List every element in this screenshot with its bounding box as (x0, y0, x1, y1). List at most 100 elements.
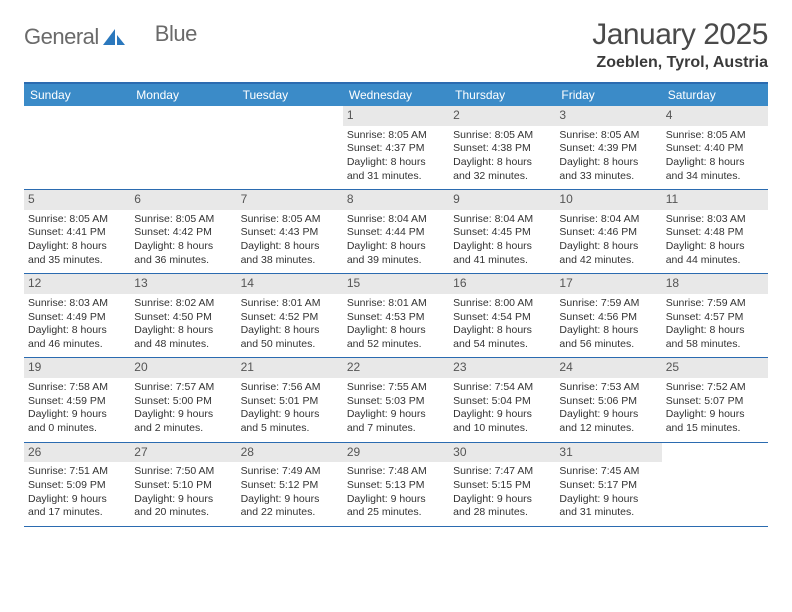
day-number: 2 (449, 106, 555, 126)
dl1-text: Daylight: 9 hours (559, 408, 657, 422)
day-cell: 14Sunrise: 8:01 AMSunset: 4:52 PMDayligh… (237, 274, 343, 357)
day-cell: 17Sunrise: 7:59 AMSunset: 4:56 PMDayligh… (555, 274, 661, 357)
day-number: 21 (237, 358, 343, 378)
day-number: 5 (24, 190, 130, 210)
sunset-text: Sunset: 4:43 PM (241, 226, 339, 240)
day-cell: 31Sunrise: 7:45 AMSunset: 5:17 PMDayligh… (555, 443, 661, 526)
sunset-text: Sunset: 5:13 PM (347, 479, 445, 493)
dl1-text: Daylight: 8 hours (559, 324, 657, 338)
day-number: 31 (555, 443, 661, 463)
day-number: 22 (343, 358, 449, 378)
day-cell: 24Sunrise: 7:53 AMSunset: 5:06 PMDayligh… (555, 358, 661, 441)
dayhead-tuesday: Tuesday (237, 84, 343, 106)
logo-text-blue: Blue (155, 21, 197, 47)
day-number: 17 (555, 274, 661, 294)
day-number: 11 (662, 190, 768, 210)
dl1-text: Daylight: 8 hours (347, 156, 445, 170)
dl2-text: and 54 minutes. (453, 338, 551, 352)
day-cell: 18Sunrise: 7:59 AMSunset: 4:57 PMDayligh… (662, 274, 768, 357)
day-number: 6 (130, 190, 236, 210)
day-cell: 2Sunrise: 8:05 AMSunset: 4:38 PMDaylight… (449, 106, 555, 189)
logo-sail-icon (101, 27, 127, 47)
dl1-text: Daylight: 9 hours (347, 408, 445, 422)
sunrise-text: Sunrise: 7:53 AM (559, 381, 657, 395)
dl1-text: Daylight: 8 hours (134, 240, 232, 254)
dl1-text: Daylight: 8 hours (241, 240, 339, 254)
dl1-text: Daylight: 9 hours (134, 408, 232, 422)
dl1-text: Daylight: 8 hours (666, 156, 764, 170)
sunset-text: Sunset: 5:09 PM (28, 479, 126, 493)
day-number: 4 (662, 106, 768, 126)
day-cell: 26Sunrise: 7:51 AMSunset: 5:09 PMDayligh… (24, 443, 130, 526)
logo-text-general: General (24, 24, 99, 50)
sunset-text: Sunset: 5:17 PM (559, 479, 657, 493)
day-number: 7 (237, 190, 343, 210)
day-cell: 11Sunrise: 8:03 AMSunset: 4:48 PMDayligh… (662, 190, 768, 273)
dl1-text: Daylight: 8 hours (559, 240, 657, 254)
day-number: 16 (449, 274, 555, 294)
dl1-text: Daylight: 9 hours (347, 493, 445, 507)
dl1-text: Daylight: 9 hours (241, 493, 339, 507)
sunset-text: Sunset: 4:37 PM (347, 142, 445, 156)
day-cell: 19Sunrise: 7:58 AMSunset: 4:59 PMDayligh… (24, 358, 130, 441)
sunrise-text: Sunrise: 7:48 AM (347, 465, 445, 479)
title-block: January 2025 Zoeblen, Tyrol, Austria (592, 18, 768, 72)
day-cell: 21Sunrise: 7:56 AMSunset: 5:01 PMDayligh… (237, 358, 343, 441)
sunset-text: Sunset: 4:38 PM (453, 142, 551, 156)
calendar-grid: Sunday Monday Tuesday Wednesday Thursday… (24, 82, 768, 527)
sunset-text: Sunset: 5:00 PM (134, 395, 232, 409)
sunset-text: Sunset: 5:07 PM (666, 395, 764, 409)
dl2-text: and 22 minutes. (241, 506, 339, 520)
day-cell: 12Sunrise: 8:03 AMSunset: 4:49 PMDayligh… (24, 274, 130, 357)
day-cell: 20Sunrise: 7:57 AMSunset: 5:00 PMDayligh… (130, 358, 236, 441)
day-number: 27 (130, 443, 236, 463)
dayhead-sunday: Sunday (24, 84, 130, 106)
dayhead-saturday: Saturday (662, 84, 768, 106)
sunset-text: Sunset: 4:54 PM (453, 311, 551, 325)
sunset-text: Sunset: 5:04 PM (453, 395, 551, 409)
dl1-text: Daylight: 9 hours (28, 408, 126, 422)
sunrise-text: Sunrise: 8:02 AM (134, 297, 232, 311)
day-number: 29 (343, 443, 449, 463)
sunrise-text: Sunrise: 8:04 AM (453, 213, 551, 227)
day-number: 30 (449, 443, 555, 463)
dl1-text: Daylight: 8 hours (453, 156, 551, 170)
location-label: Zoeblen, Tyrol, Austria (592, 54, 768, 72)
day-number: 25 (662, 358, 768, 378)
dl1-text: Daylight: 8 hours (666, 324, 764, 338)
sunset-text: Sunset: 5:03 PM (347, 395, 445, 409)
dl2-text: and 31 minutes. (347, 170, 445, 184)
dl2-text: and 38 minutes. (241, 254, 339, 268)
dl1-text: Daylight: 9 hours (241, 408, 339, 422)
dl2-text: and 35 minutes. (28, 254, 126, 268)
dl2-text: and 17 minutes. (28, 506, 126, 520)
sunrise-text: Sunrise: 8:05 AM (134, 213, 232, 227)
day-cell: 27Sunrise: 7:50 AMSunset: 5:10 PMDayligh… (130, 443, 236, 526)
week-row: 26Sunrise: 7:51 AMSunset: 5:09 PMDayligh… (24, 443, 768, 527)
sunrise-text: Sunrise: 7:56 AM (241, 381, 339, 395)
sunset-text: Sunset: 4:56 PM (559, 311, 657, 325)
sunrise-text: Sunrise: 7:50 AM (134, 465, 232, 479)
day-header-row: Sunday Monday Tuesday Wednesday Thursday… (24, 84, 768, 106)
dl2-text: and 28 minutes. (453, 506, 551, 520)
sunset-text: Sunset: 5:12 PM (241, 479, 339, 493)
dl2-text: and 33 minutes. (559, 170, 657, 184)
day-number: 12 (24, 274, 130, 294)
sunrise-text: Sunrise: 8:00 AM (453, 297, 551, 311)
sunset-text: Sunset: 4:50 PM (134, 311, 232, 325)
calendar-page: General Blue January 2025 Zoeblen, Tyrol… (0, 0, 792, 545)
day-cell: 1Sunrise: 8:05 AMSunset: 4:37 PMDaylight… (343, 106, 449, 189)
day-number: 8 (343, 190, 449, 210)
dl2-text: and 56 minutes. (559, 338, 657, 352)
day-cell (662, 443, 768, 526)
dl1-text: Daylight: 8 hours (347, 324, 445, 338)
header: General Blue January 2025 Zoeblen, Tyrol… (24, 18, 768, 72)
day-number: 19 (24, 358, 130, 378)
sunrise-text: Sunrise: 7:45 AM (559, 465, 657, 479)
sunrise-text: Sunrise: 7:51 AM (28, 465, 126, 479)
dl2-text: and 15 minutes. (666, 422, 764, 436)
sunset-text: Sunset: 5:15 PM (453, 479, 551, 493)
dl1-text: Daylight: 9 hours (453, 408, 551, 422)
sunrise-text: Sunrise: 8:05 AM (666, 129, 764, 143)
dl1-text: Daylight: 8 hours (28, 324, 126, 338)
